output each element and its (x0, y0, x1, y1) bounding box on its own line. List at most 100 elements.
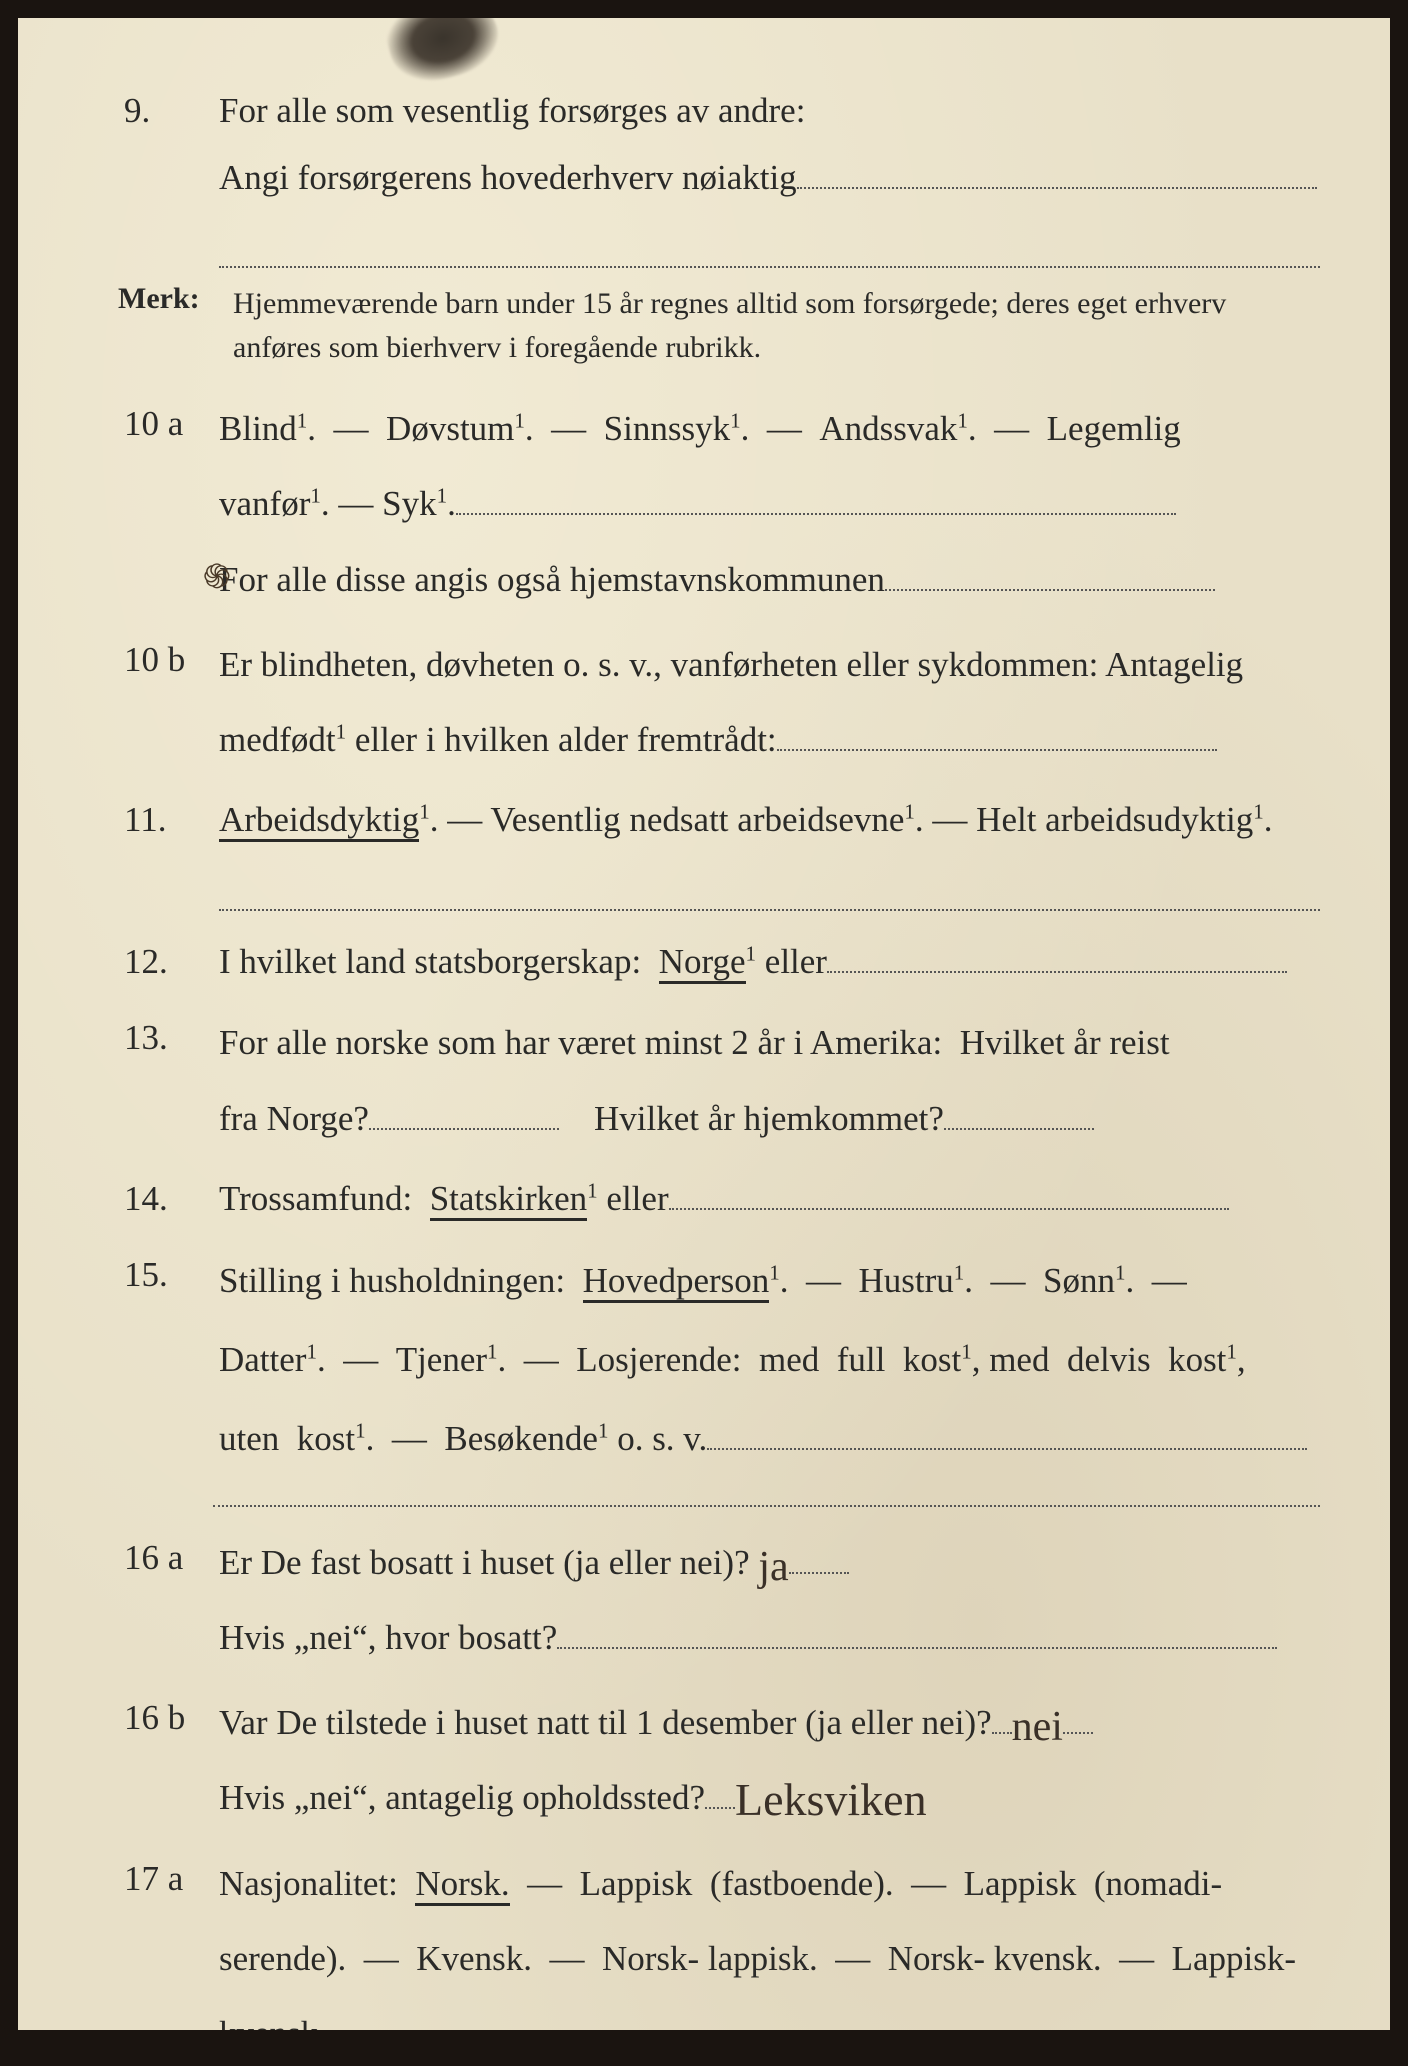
q10b-body: Er blindheten, døvheten o. s. v., vanfør… (219, 627, 1320, 778)
q15-t: , med delvis kost (972, 1340, 1227, 1379)
question-14: 14. Trossamfund: Statskirken1 eller (118, 1166, 1320, 1233)
fill-line (797, 150, 1317, 189)
fill-line (827, 934, 1287, 973)
q12-body: I hvilket land statsborgerskap: Norge1 e… (219, 929, 1320, 996)
q13-body: For alle norske som har været minst 2 år… (219, 1005, 1320, 1156)
q17a-pre: Nasjonalitet: (219, 1864, 415, 1903)
q12-pre: I hvilket land statsborgerskap: (219, 942, 659, 981)
q10a-t: . — Syk (321, 484, 437, 523)
q11-t: . (1264, 800, 1273, 839)
q13-number: 13. (118, 1005, 219, 1156)
merk-label: Merk: (118, 282, 233, 369)
q10b-post: eller i hvilken alder fremtrådt: (346, 720, 777, 759)
q11-t: . — Helt arbeidsudyktig (915, 800, 1253, 839)
fill-line (707, 1411, 1307, 1450)
q10a-t: . (447, 484, 456, 523)
q10b-number: 10 b (118, 627, 219, 778)
q10a-body: Blind1. — Døvstum1. — Sinnssyk1. — Andss… (219, 391, 1320, 617)
q15-t: . — Hustru (780, 1261, 954, 1300)
question-16a: 16 a Er De fast bosatt i huset (ja eller… (118, 1525, 1320, 1676)
fill-line (1063, 1695, 1093, 1734)
q14-body: Trossamfund: Statskirken1 eller (219, 1166, 1320, 1233)
q15-t: . — Losjerende: med full kost (498, 1340, 962, 1379)
q16a-q: Er De fast bosatt i huset (ja eller nei)… (219, 1543, 750, 1582)
q15-t: Datter (219, 1340, 306, 1379)
fill-line (557, 1610, 1277, 1649)
q14-post: eller (598, 1179, 669, 1218)
q11-underlined: Arbeidsdyktig (219, 800, 419, 842)
q13-line2a: fra Norge? (219, 1099, 369, 1138)
fill-line (885, 552, 1215, 591)
fill-line (777, 712, 1217, 751)
q12-number: 12. (118, 929, 219, 996)
q16b-answer2: Leksviken (735, 1782, 927, 1819)
q16b-q: Var De tilstede i huset natt til 1 desem… (219, 1703, 992, 1742)
question-11: 11. Arbeidsdyktig1. — Vesentlig nedsatt … (118, 787, 1320, 911)
fill-line (992, 1695, 1012, 1734)
q15-body: Stilling i husholdningen: Hovedperson1. … (219, 1242, 1320, 1478)
q10a-t: . — Sinnssyk (525, 409, 730, 448)
q11-t: . — Vesentlig nedsatt arbeidsevne (430, 800, 905, 839)
fill-line (705, 1771, 735, 1810)
q10a-t: . — Legemlig (968, 409, 1181, 448)
q17a-rest: — Lappisk (fastboende). — Lappisk (nomad… (510, 1864, 1222, 1903)
q9-line2: Angi forsørgerens hovederhverv nøiaktig (219, 158, 797, 197)
q15-t: . — (1126, 1261, 1187, 1300)
q15-t: o. s. v. (608, 1419, 707, 1458)
q16b-number: 16 b (118, 1685, 219, 1836)
fill-line (789, 1535, 849, 1574)
q14-pre: Trossamfund: (219, 1179, 430, 1218)
q17a-number: 17 a (118, 1846, 219, 2031)
q12-post: eller (756, 942, 827, 981)
question-16b: 16 b Var De tilstede i huset natt til 1 … (118, 1685, 1320, 1836)
q15-t: , (1237, 1340, 1246, 1379)
q9-line1: For alle som vesentlig forsørges av andr… (219, 91, 805, 130)
q11-number: 11. (118, 787, 219, 911)
q13-line1: For alle norske som har været minst 2 år… (219, 1023, 1170, 1062)
q17a-line3: kvensk. (219, 2014, 327, 2030)
q15-number: 15. (118, 1242, 219, 1478)
divider (213, 1503, 1320, 1507)
fill-line (219, 908, 1320, 911)
q9-body: For alle som vesentlig forsørges av andr… (219, 78, 1320, 268)
q17a-norsk: Norsk. (415, 1864, 509, 1906)
q16b-line2: Hvis „nei“, antagelig opholdssted? (219, 1778, 705, 1817)
q14-number: 14. (118, 1166, 219, 1233)
q15-pre: Stilling i husholdningen: (219, 1261, 583, 1300)
handwritten-mark: ֍ (203, 541, 231, 614)
q13-line2b: Hvilket år hjemkommet? (594, 1099, 944, 1138)
q9-number: 9. (118, 78, 219, 268)
q10b-pre: medfødt (219, 720, 336, 759)
question-10b: 10 b Er blindheten, døvheten o. s. v., v… (118, 627, 1320, 778)
q10b-line1: Er blindheten, døvheten o. s. v., vanfør… (219, 645, 1243, 684)
fill-line (669, 1171, 1229, 1210)
fill-line (219, 265, 1320, 268)
q16a-line2: Hvis „nei“, hvor bosatt? (219, 1618, 557, 1657)
q10a-line3: For alle disse angis også hjemstavnskomm… (219, 560, 885, 599)
q15-t: . — Besøkende (366, 1419, 598, 1458)
q16a-body: Er De fast bosatt i huset (ja eller nei)… (219, 1525, 1320, 1676)
q15-t: . — Tjener (317, 1340, 487, 1379)
q16a-answer: ja (758, 1551, 788, 1585)
q16b-body: Var De tilstede i huset natt til 1 desem… (219, 1685, 1320, 1836)
q16b-answer: nei (1012, 1711, 1063, 1745)
q14-statskirken: Statskirken (430, 1179, 587, 1221)
q17a-line2: serende). — Kvensk. — Norsk- lappisk. — … (219, 1939, 1296, 1978)
q11-body: Arbeidsdyktig1. — Vesentlig nedsatt arbe… (219, 787, 1320, 911)
note-merk: Merk: Hjemmeværende barn under 15 år reg… (118, 282, 1320, 369)
q15-hovedperson: Hovedperson (583, 1261, 770, 1303)
question-15: 15. Stilling i husholdningen: Hovedperso… (118, 1242, 1320, 1478)
document-page: 9. For alle som vesentlig forsørges av a… (18, 18, 1390, 2030)
question-13: 13. For alle norske som har været minst … (118, 1005, 1320, 1156)
question-9: 9. For alle som vesentlig forsørges av a… (118, 78, 1320, 268)
q10a-t: . — Andssvak (741, 409, 958, 448)
q10a-t: Blind (219, 409, 297, 448)
q15-t: uten kost (219, 1419, 355, 1458)
q15-t: . — Sønn (964, 1261, 1115, 1300)
fill-line (369, 1091, 559, 1130)
fill-line (456, 477, 1176, 516)
question-10a: 10 a Blind1. — Døvstum1. — Sinnssyk1. — … (118, 391, 1320, 617)
question-17a: 17 a Nasjonalitet: Norsk. — Lappisk (fas… (118, 1846, 1320, 2031)
question-12: 12. I hvilket land statsborgerskap: Norg… (118, 929, 1320, 996)
fill-line (944, 1091, 1094, 1130)
